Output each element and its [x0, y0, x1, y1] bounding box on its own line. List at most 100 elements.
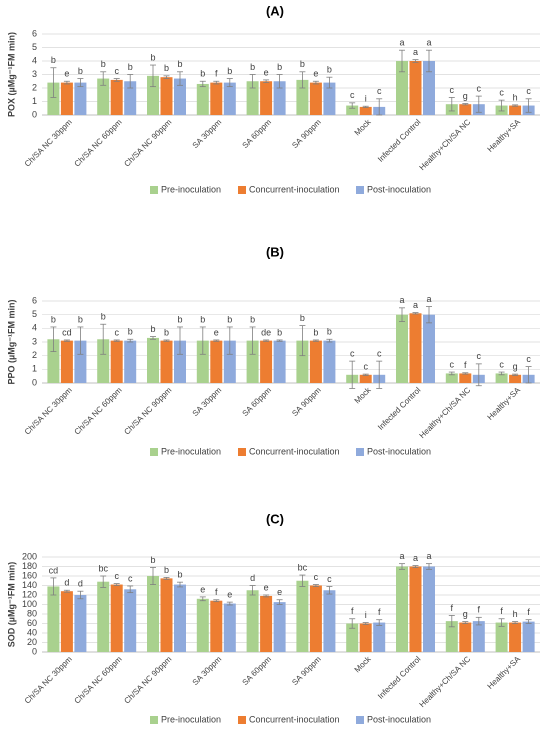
significance-letter: b [250, 314, 255, 324]
significance-letter: c [499, 88, 504, 98]
y-tick-label: 2 [32, 82, 37, 92]
legend-label: Concurrent-inoculation [249, 714, 340, 724]
significance-letter: b [300, 313, 305, 323]
bar [47, 82, 60, 115]
significance-letter: f [451, 603, 454, 613]
legend-swatch [150, 186, 158, 194]
significance-letter: e [64, 69, 69, 79]
bar [423, 314, 435, 383]
significance-letter: c [526, 354, 531, 364]
chart-title: (B) [266, 244, 284, 259]
bar [174, 584, 186, 652]
bar [160, 578, 173, 652]
bar [409, 566, 422, 652]
bar [472, 621, 485, 652]
significance-letter: b [78, 66, 83, 76]
significance-letter: c [477, 351, 482, 361]
x-tick-label: SA 60ppm [241, 117, 274, 150]
x-tick-label: Infected Control [376, 385, 422, 431]
legend-label: Pre-inoculation [161, 184, 221, 194]
significance-letter: c [363, 361, 368, 371]
significance-letter: b [150, 324, 155, 334]
significance-letter: f [378, 607, 381, 617]
bar [346, 105, 359, 115]
legend-swatch [356, 716, 364, 724]
bar [246, 81, 259, 115]
significance-letter: d [250, 573, 255, 583]
significance-letter: f [351, 606, 354, 616]
bar [110, 584, 123, 652]
significance-letter: c [477, 83, 482, 93]
significance-letter: b [177, 59, 182, 69]
x-tick-label: Mock [353, 385, 374, 406]
significance-letter: b [164, 327, 169, 337]
significance-letter: b [128, 327, 133, 337]
bar [196, 340, 209, 383]
y-tick-label: 6 [32, 28, 37, 38]
bar [174, 78, 186, 115]
bar [296, 79, 309, 115]
y-tick-label: 200 [22, 551, 37, 561]
significance-letter: e [227, 590, 232, 600]
significance-letter: b [227, 314, 232, 324]
significance-letter: a [413, 300, 418, 310]
legend-label: Post-inoculation [367, 446, 431, 456]
bar [423, 566, 435, 652]
significance-letter: e [313, 69, 318, 79]
significance-letter: g [463, 609, 468, 619]
bar [196, 83, 209, 115]
bar [273, 340, 286, 383]
significance-letter: b [300, 59, 305, 69]
legend-label: Pre-inoculation [161, 714, 221, 724]
significance-letter: a [399, 551, 404, 561]
x-tick-label: Mock [353, 117, 374, 138]
bar [97, 339, 110, 383]
bar [260, 340, 273, 383]
bar [495, 373, 508, 383]
bar [359, 374, 372, 383]
y-tick-label: 3 [32, 69, 37, 79]
significance-letter: b [51, 55, 56, 65]
legend-swatch [238, 448, 246, 456]
significance-letter: b [150, 555, 155, 565]
x-tick-label: Ch/SA NC 60ppm [73, 385, 124, 436]
bar [260, 595, 273, 652]
bar [246, 340, 259, 383]
bar [359, 106, 372, 115]
y-tick-label: 4 [32, 55, 37, 65]
bar [60, 591, 73, 652]
bar [47, 339, 60, 383]
bar [509, 622, 522, 652]
bar [396, 566, 408, 652]
bar [246, 590, 259, 652]
significance-letter: b [327, 327, 332, 337]
significance-letter: b [51, 314, 56, 324]
significance-letter: cd [62, 327, 72, 337]
significance-letter: c [114, 327, 119, 337]
y-tick-label: 4 [32, 323, 37, 333]
significance-letter: f [478, 605, 481, 615]
significance-letter: c [450, 85, 455, 95]
legend-swatch [238, 716, 246, 724]
x-tick-label: SA 90ppm [290, 654, 323, 687]
y-tick-label: 2 [32, 350, 37, 360]
x-tick-label: SA 30ppm [191, 385, 224, 418]
bar [97, 581, 110, 652]
significance-letter: b [227, 66, 232, 76]
significance-letter: c [450, 359, 455, 369]
x-tick-label: SA 90ppm [290, 117, 323, 150]
y-tick-label: 1 [32, 96, 37, 106]
significance-letter: b [78, 314, 83, 324]
bar [409, 313, 422, 383]
significance-letter: b [177, 570, 182, 580]
x-tick-label: SA 30ppm [191, 654, 224, 687]
significance-letter: b [277, 62, 282, 72]
bar [260, 81, 273, 115]
chart-title: (A) [266, 3, 284, 18]
x-tick-label: Ch/SA NC 30ppm [23, 117, 74, 168]
y-tick-label: 120 [22, 589, 37, 599]
significance-letter: g [513, 361, 518, 371]
legend-label: Post-inoculation [367, 714, 431, 724]
bar [47, 586, 60, 652]
